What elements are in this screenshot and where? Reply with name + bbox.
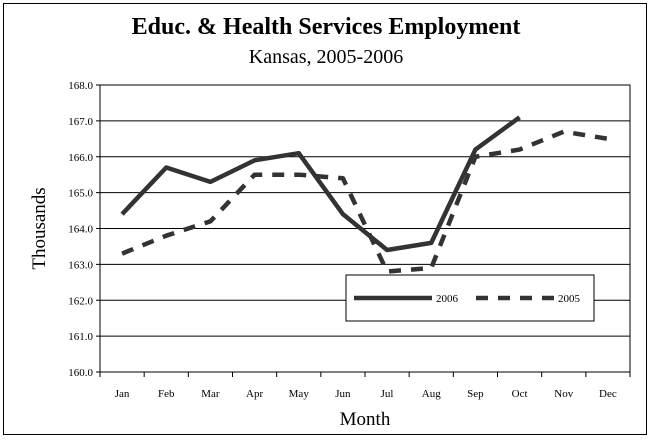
- y-tick-label: 166.0: [68, 152, 93, 164]
- x-tick-label: Jan: [115, 388, 130, 400]
- y-tick-label: 167.0: [68, 116, 93, 128]
- x-tick-label: May: [289, 388, 310, 400]
- chart-title: Educ. & Health Services Employment: [131, 14, 521, 40]
- gridlines: [100, 120, 630, 337]
- series-line-2005: [121, 129, 609, 274]
- x-tick-label: Jun: [335, 388, 351, 400]
- x-tick-label: Feb: [158, 388, 175, 400]
- series-line-2006: [120, 115, 521, 253]
- x-tick-label: Mar: [201, 388, 220, 400]
- chart-subtitle: Kansas, 2005-2006: [248, 46, 404, 68]
- legend-label-2005: 2005: [558, 293, 581, 305]
- y-tick-label: 164.0: [68, 224, 93, 236]
- x-tick-label: Dec: [599, 388, 617, 400]
- legend: 2006 2005: [345, 274, 595, 322]
- series-lines: [120, 115, 609, 274]
- y-tick-label: 162.0: [68, 295, 93, 307]
- y-tick-label: 161.0: [68, 331, 93, 343]
- y-tick-label: 165.0: [68, 188, 93, 200]
- x-tick-label: Apr: [246, 388, 263, 400]
- chart-frame: [3, 3, 647, 435]
- y-axis-title: Thousands: [29, 187, 50, 269]
- y-axis-ticks: 160.0 161.0 162.0 163.0 164.0 165.0 166.0 167.0…: [68, 80, 100, 379]
- x-axis-ticks: Jan Feb Mar Apr May Jun Jul Aug Sep Oct Nov Dec: [99, 372, 631, 400]
- x-tick-label: Sep: [467, 388, 484, 400]
- x-axis-title: Month: [340, 409, 391, 430]
- y-tick-label: 163.0: [68, 259, 93, 271]
- x-tick-label: Nov: [554, 388, 573, 400]
- y-tick-label: 168.0: [68, 80, 93, 92]
- y-tick-label: 160.0: [68, 367, 93, 379]
- x-tick-label: Oct: [512, 388, 528, 400]
- x-tick-label: Aug: [422, 388, 441, 400]
- x-tick-label: Jul: [381, 388, 394, 400]
- legend-label-2006: 2006: [436, 293, 459, 305]
